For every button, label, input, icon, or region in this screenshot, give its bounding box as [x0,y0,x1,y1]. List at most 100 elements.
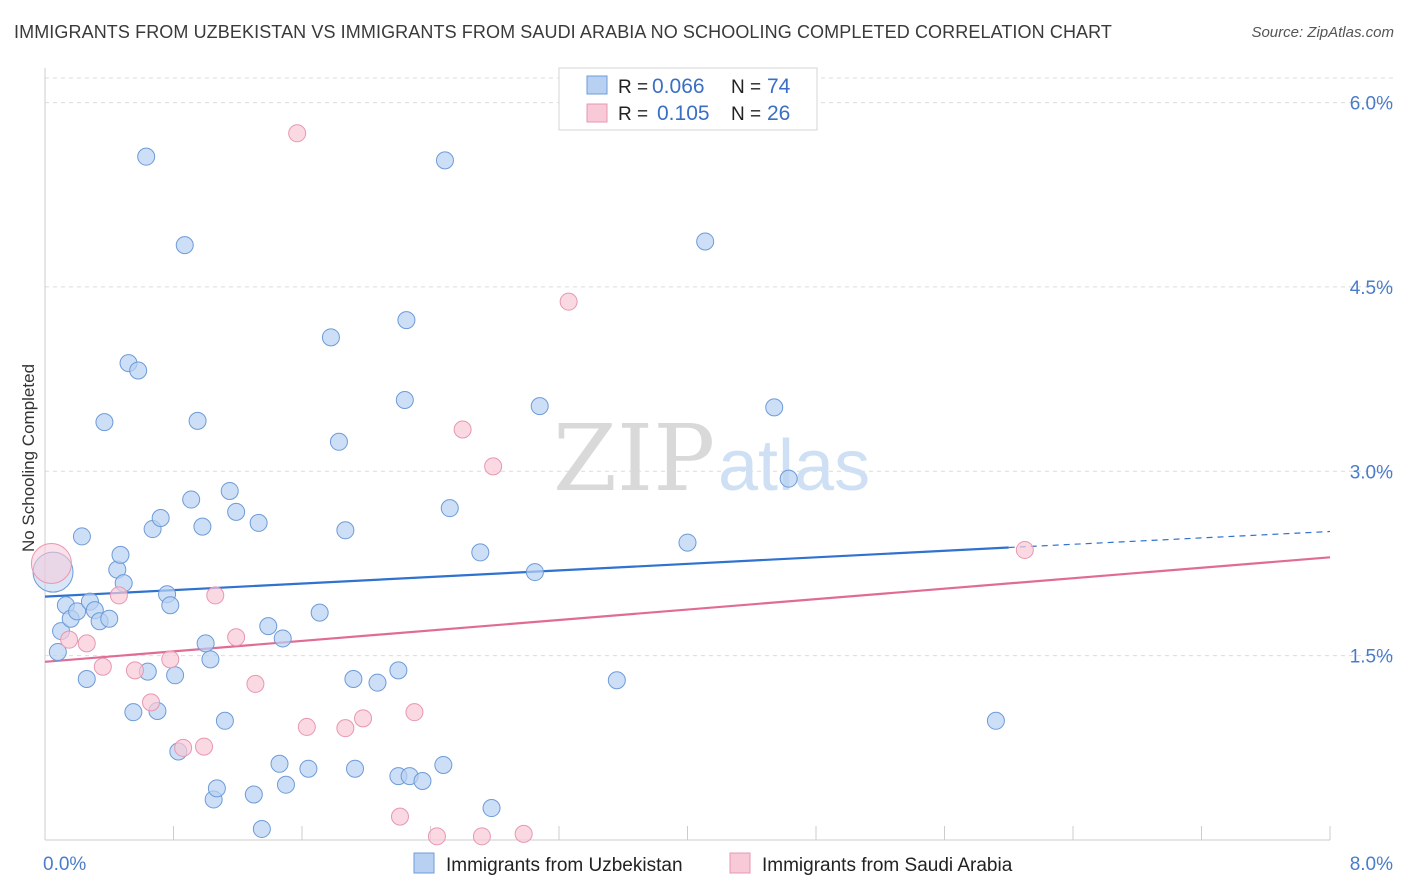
point-uzbekistan [270,754,289,773]
point-uzbekistan [397,311,416,330]
legend-top-swatch-uzbekistan [586,75,608,95]
legend-top-r-value-2: 0.105 [657,102,710,125]
point-uzbekistan [188,411,207,430]
legend-top-swatch-saudi-arabia [586,103,608,123]
point-saudi-arabia [1015,540,1034,559]
point-saudi-arabia [30,542,72,584]
point-saudi-arabia [109,586,128,605]
point-uzbekistan [779,469,798,488]
point-uzbekistan [129,361,148,380]
point-uzbekistan [196,634,215,653]
point-saudi-arabia [354,709,373,728]
point-uzbekistan [151,508,170,527]
point-uzbekistan [440,499,459,518]
point-uzbekistan [193,517,212,536]
point-uzbekistan [215,711,234,730]
point-uzbekistan [166,666,185,685]
point-uzbekistan [607,671,626,690]
point-uzbekistan [72,527,91,546]
point-uzbekistan [111,545,130,564]
chart-source: Source: ZipAtlas.com [1251,24,1394,41]
y-axis-title: No Schooling Completed [19,364,38,552]
point-saudi-arabia [427,827,446,846]
point-uzbekistan [244,785,263,804]
point-uzbekistan [336,521,355,540]
point-uzbekistan [368,673,387,692]
points-layer [30,124,1034,846]
point-uzbekistan [765,398,784,417]
point-saudi-arabia [559,292,578,311]
point-uzbekistan [252,819,271,838]
point-saudi-arabia [60,630,79,649]
point-uzbekistan [48,642,67,661]
point-uzbekistan [137,147,156,166]
point-uzbekistan [249,513,268,532]
point-saudi-arabia [390,807,409,826]
legend-bottom: Immigrants from Uzbekistan Immigrants fr… [413,852,1013,876]
legend-top-r-value-1: 0.066 [652,75,705,98]
point-uzbekistan [259,617,278,636]
point-uzbekistan [273,629,292,648]
point-saudi-arabia [472,827,491,846]
point-uzbekistan [321,328,340,347]
point-uzbekistan [346,759,365,778]
point-uzbekistan [124,703,143,722]
point-uzbekistan [525,563,544,582]
point-saudi-arabia [246,674,265,693]
y-tick-label: 4.5% [1350,278,1393,299]
point-saudi-arabia [174,738,193,757]
legend-top-n-label-1: N = [731,77,761,98]
point-uzbekistan [329,432,348,451]
point-saudi-arabia [142,693,161,712]
point-saudi-arabia [161,650,180,669]
legend-swatch-uzbekistan [413,852,435,874]
point-uzbekistan [220,481,239,500]
x-tick-label-min: 0.0% [43,854,86,875]
point-uzbekistan [310,603,329,622]
y-tick-label: 1.5% [1350,647,1393,668]
point-uzbekistan [95,413,114,432]
point-uzbekistan [227,502,246,521]
trend-line-saudi-arabia [44,556,1331,663]
legend-top-n-value-2: 26 [767,102,790,125]
point-uzbekistan [299,759,318,778]
point-uzbekistan [207,779,226,798]
point-saudi-arabia [227,628,246,647]
point-uzbekistan [77,669,96,688]
point-saudi-arabia [453,420,472,439]
point-uzbekistan [482,799,501,818]
point-saudi-arabia [195,737,214,756]
point-uzbekistan [678,533,697,552]
point-uzbekistan [696,232,715,251]
x-tick-label-max: 8.0% [1350,854,1393,875]
point-uzbekistan [986,711,1005,730]
point-uzbekistan [68,602,87,621]
point-uzbekistan [344,669,363,688]
watermark: ZIP atlas [553,405,870,512]
point-uzbekistan [530,397,549,416]
point-uzbekistan [201,650,220,669]
y-tick-label: 6.0% [1350,94,1393,115]
watermark-atlas: atlas [718,426,870,506]
point-saudi-arabia [125,661,144,680]
y-tick-label: 3.0% [1350,462,1393,483]
legend-label-uzbekistan: Immigrants from Uzbekistan [446,855,683,876]
legend-top-n-value-1: 74 [767,75,791,98]
point-saudi-arabia [484,457,503,476]
point-uzbekistan [435,151,454,170]
point-uzbekistan [276,775,295,794]
legend-top: R = 0.066 N = 74 R = 0.105 N = 26 [558,67,818,131]
legend-top-n-label-2: N = [731,104,761,125]
point-uzbekistan [389,661,408,680]
point-saudi-arabia [288,124,307,143]
legend-top-r-label-1: R = [618,77,648,98]
legend-top-r-label-2: R = [618,104,648,125]
point-uzbekistan [471,543,490,562]
point-saudi-arabia [514,824,533,843]
legend-swatch-saudi-arabia [729,852,751,874]
point-saudi-arabia [297,717,316,736]
chart-title: IMMIGRANTS FROM UZBEKISTAN VS IMMIGRANTS… [14,22,1113,42]
axis-layer: 1.5% 3.0% 4.5% 6.0% 0.0% 8.0% [43,68,1393,875]
point-saudi-arabia [77,634,96,653]
